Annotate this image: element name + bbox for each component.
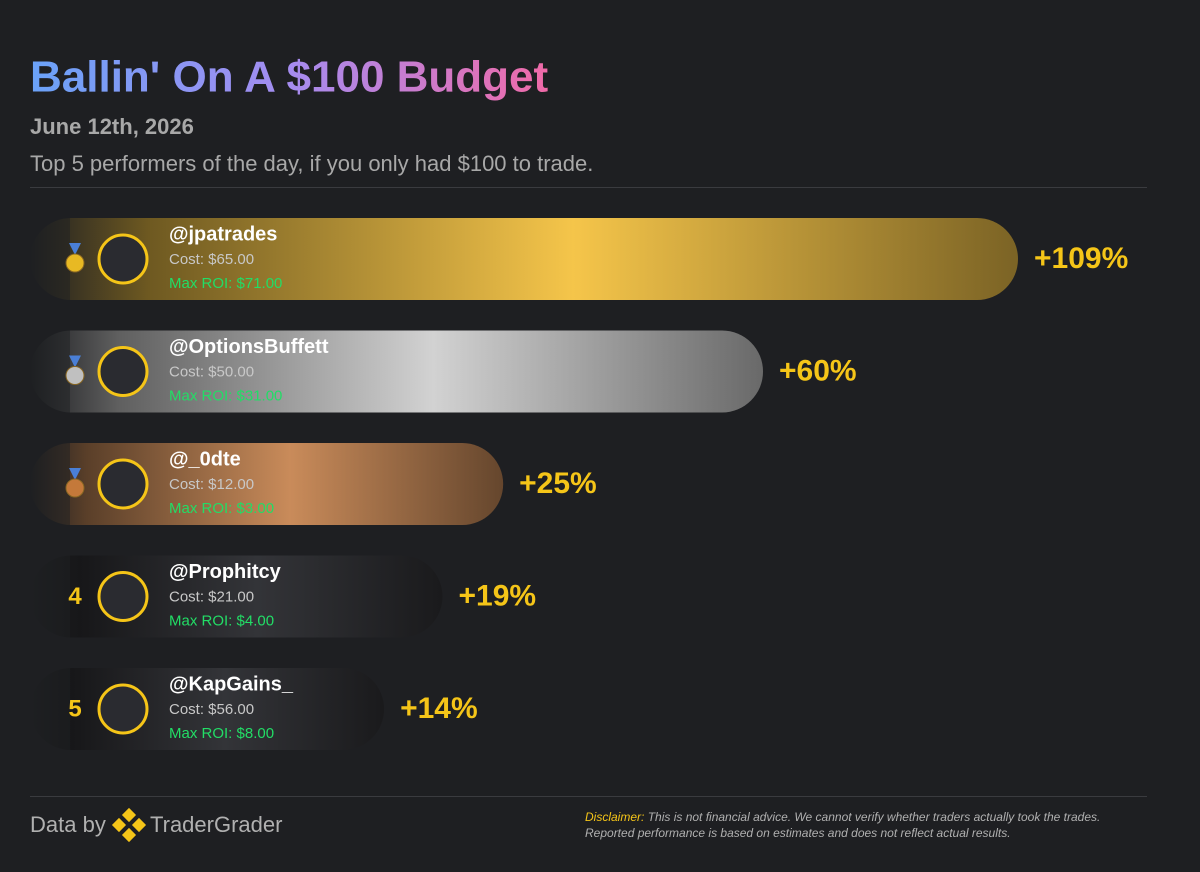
- handle: @OptionsBuffett: [169, 336, 329, 358]
- bar-fade: [30, 330, 70, 413]
- medal: [65, 366, 85, 385]
- bar-fade: [30, 443, 70, 525]
- disclaimer-label: Disclaimer:: [585, 810, 645, 824]
- value-label: +109%: [1034, 242, 1128, 275]
- max-roi: Max ROI: $8.00: [169, 725, 274, 742]
- cost: Cost: $12.00: [169, 476, 254, 493]
- max-roi: Max ROI: $4.00: [169, 612, 274, 629]
- cost: Cost: $56.00: [169, 701, 254, 718]
- bar-fade: [30, 668, 70, 750]
- avatar: [97, 458, 149, 510]
- medal-ribbon: [69, 355, 81, 368]
- rank: 5: [68, 695, 81, 722]
- handle: @KapGains_: [169, 673, 294, 695]
- date: June 12th, 2026: [30, 114, 194, 139]
- rank: 4: [68, 583, 82, 610]
- avatar: [97, 683, 149, 735]
- bar: [30, 330, 764, 413]
- source-prefix: Data by: [30, 812, 106, 837]
- value-label: +14%: [400, 692, 478, 725]
- max-roi: Max ROI: $3.00: [169, 500, 274, 517]
- medal-ribbon: [69, 468, 81, 480]
- avatar: [97, 233, 149, 285]
- handle: @jpatrades: [169, 223, 277, 245]
- max-roi: Max ROI: $31.00: [169, 387, 282, 404]
- bar: [30, 218, 1018, 300]
- disclaimer-text: This is not financial advice. We cannot …: [585, 810, 1101, 840]
- avatar: [97, 346, 149, 397]
- logo: [111, 807, 147, 843]
- bar-fade: [30, 555, 70, 638]
- cost: Cost: $21.00: [169, 588, 254, 605]
- disclaimer: Disclaimer: This is not financial advice…: [585, 809, 1145, 841]
- medal-ribbon: [69, 243, 81, 255]
- medal: [65, 253, 85, 273]
- avatar: [97, 571, 149, 622]
- cost: Cost: $50.00: [169, 363, 254, 380]
- description: Top 5 performers of the day, if you only…: [30, 151, 593, 176]
- bar: [30, 443, 504, 525]
- cost: Cost: $65.00: [169, 251, 254, 268]
- max-roi: Max ROI: $71.00: [169, 275, 282, 292]
- value-label: +60%: [779, 354, 857, 387]
- source: TraderGrader: [150, 812, 282, 837]
- value-label: +19%: [458, 579, 536, 612]
- handle: @Prophitcy: [169, 561, 282, 583]
- chart-title: Ballin' On A $100 Budget: [30, 53, 549, 102]
- value-label: +25%: [519, 467, 597, 500]
- handle: @_0dte: [169, 448, 241, 470]
- medal: [65, 478, 85, 498]
- bar-fade: [30, 218, 70, 300]
